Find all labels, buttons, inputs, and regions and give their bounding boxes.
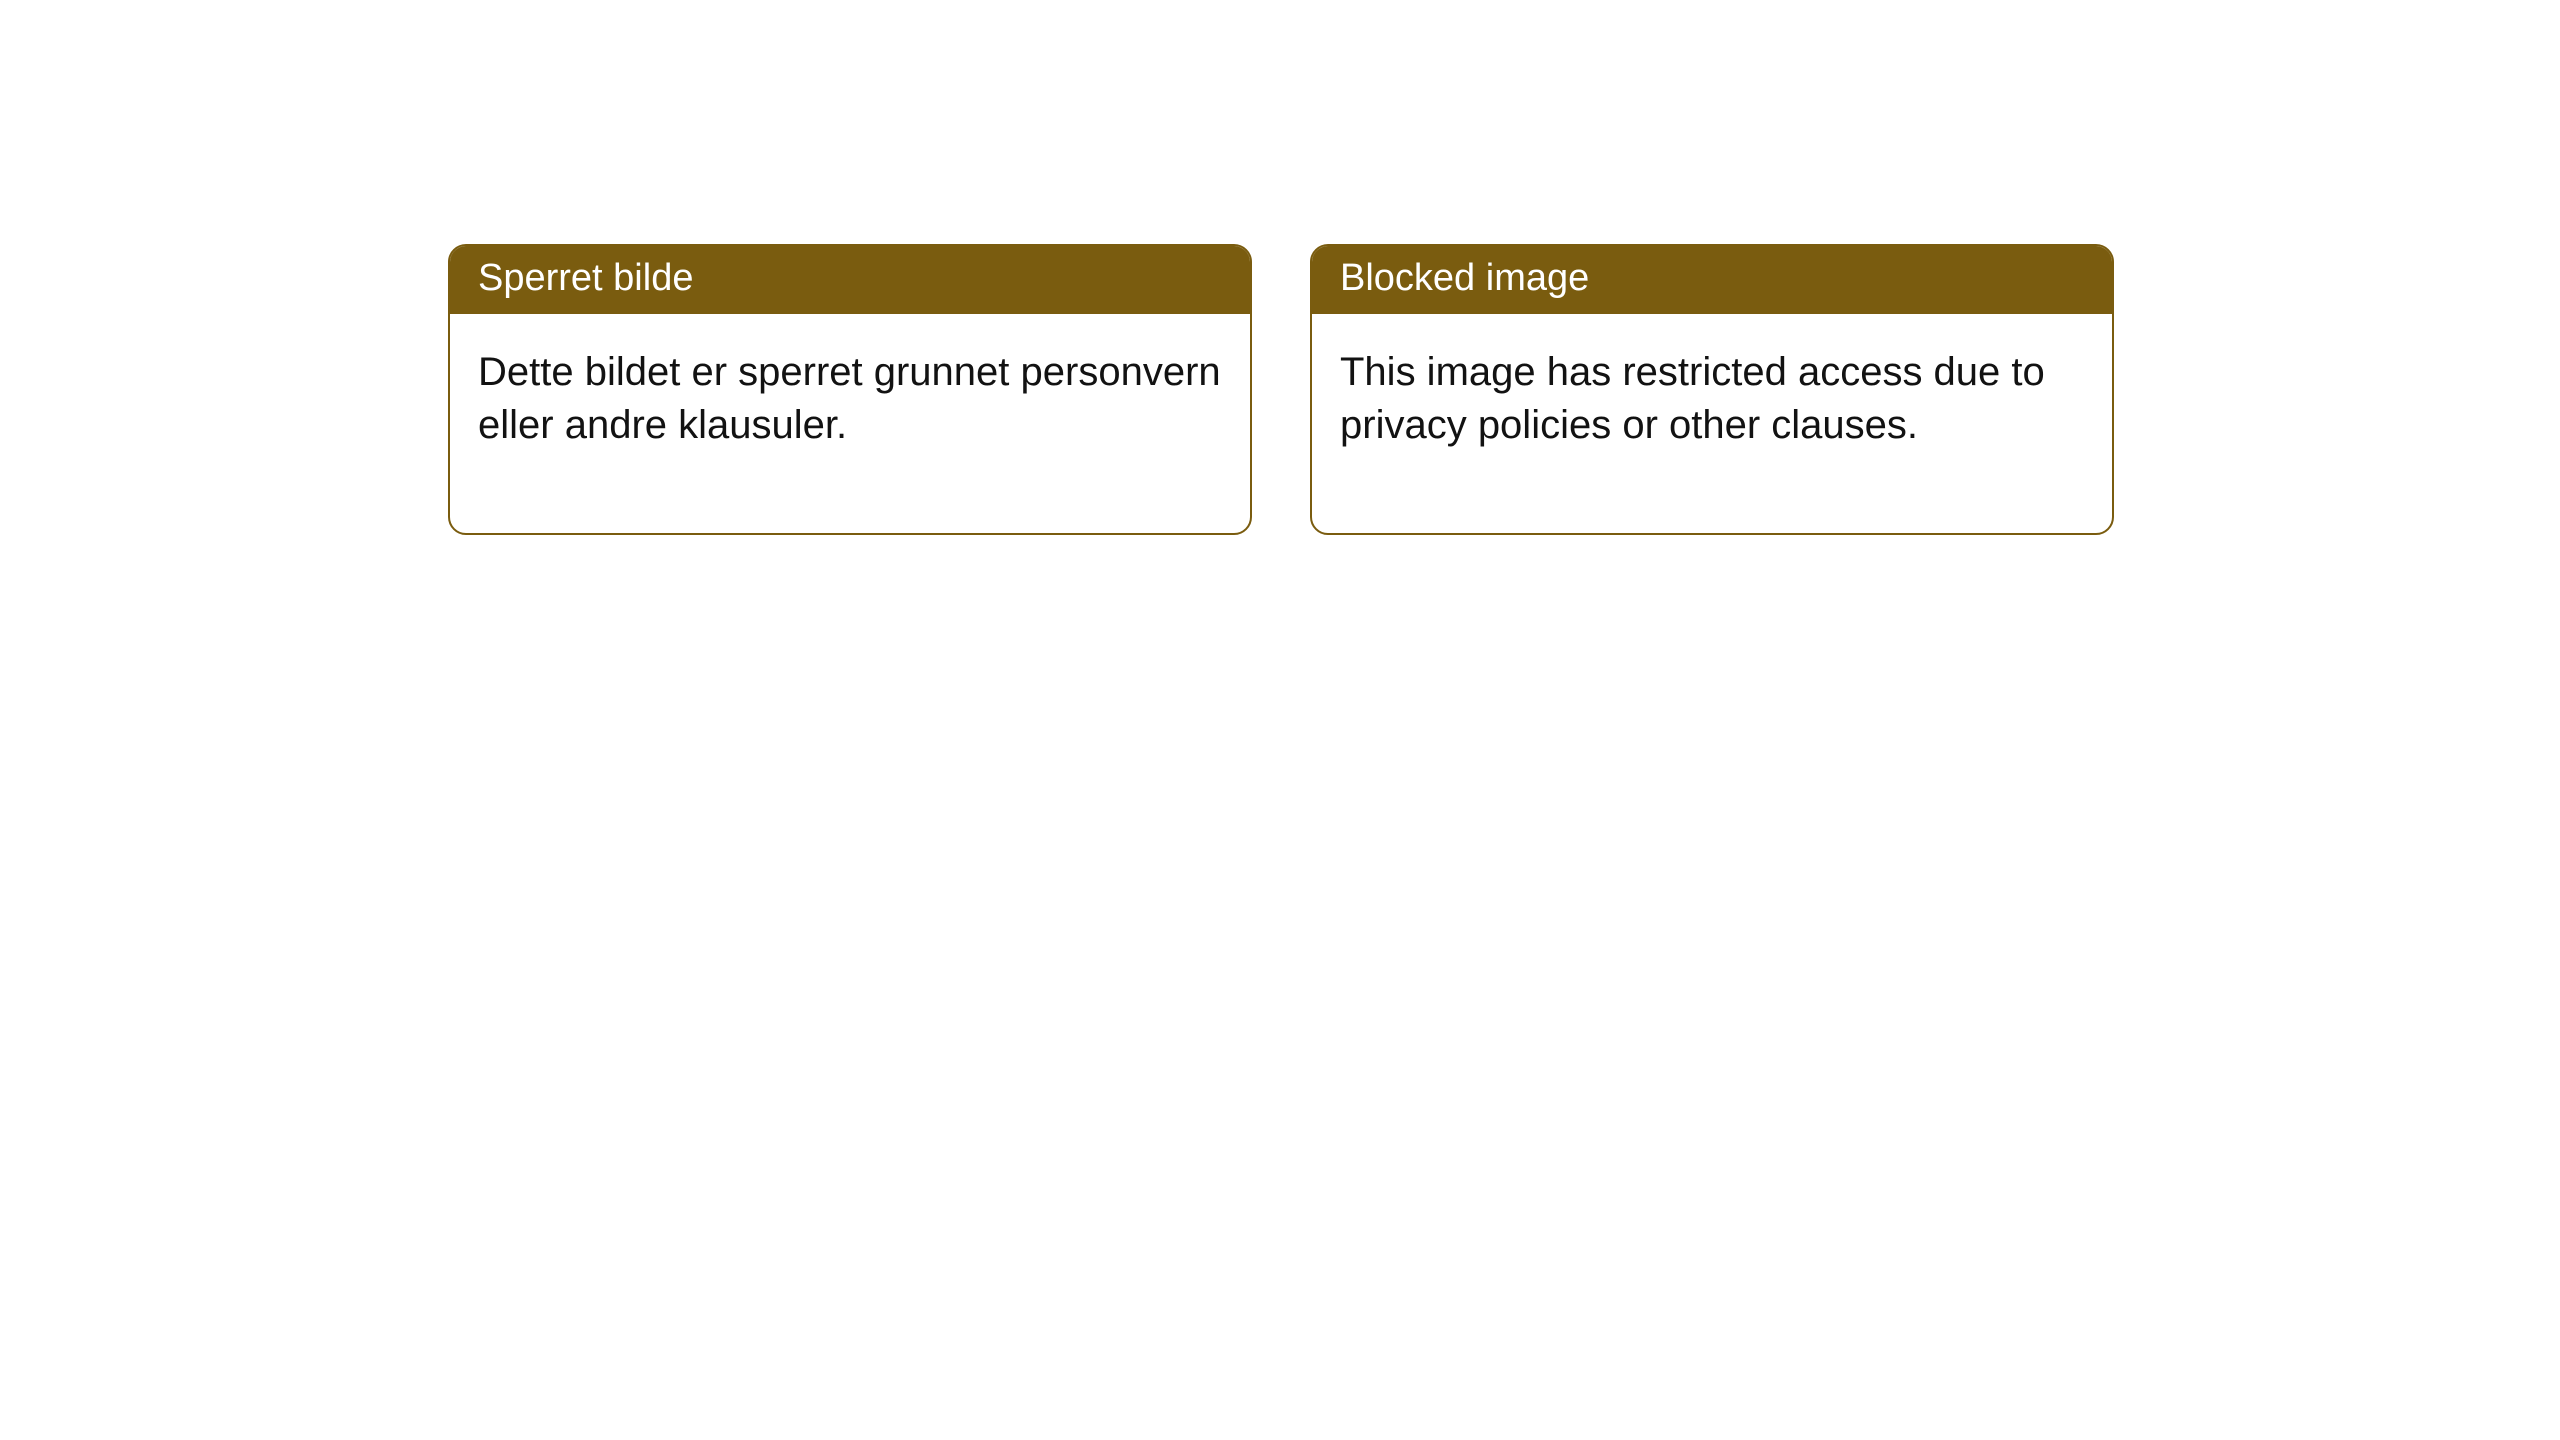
notice-title-english: Blocked image (1312, 246, 2112, 314)
notice-container: Sperret bilde Dette bildet er sperret gr… (0, 0, 2560, 535)
notice-body-english: This image has restricted access due to … (1312, 314, 2112, 533)
notice-title-norwegian: Sperret bilde (450, 246, 1250, 314)
notice-body-norwegian: Dette bildet er sperret grunnet personve… (450, 314, 1250, 533)
notice-card-norwegian: Sperret bilde Dette bildet er sperret gr… (448, 244, 1252, 535)
notice-card-english: Blocked image This image has restricted … (1310, 244, 2114, 535)
